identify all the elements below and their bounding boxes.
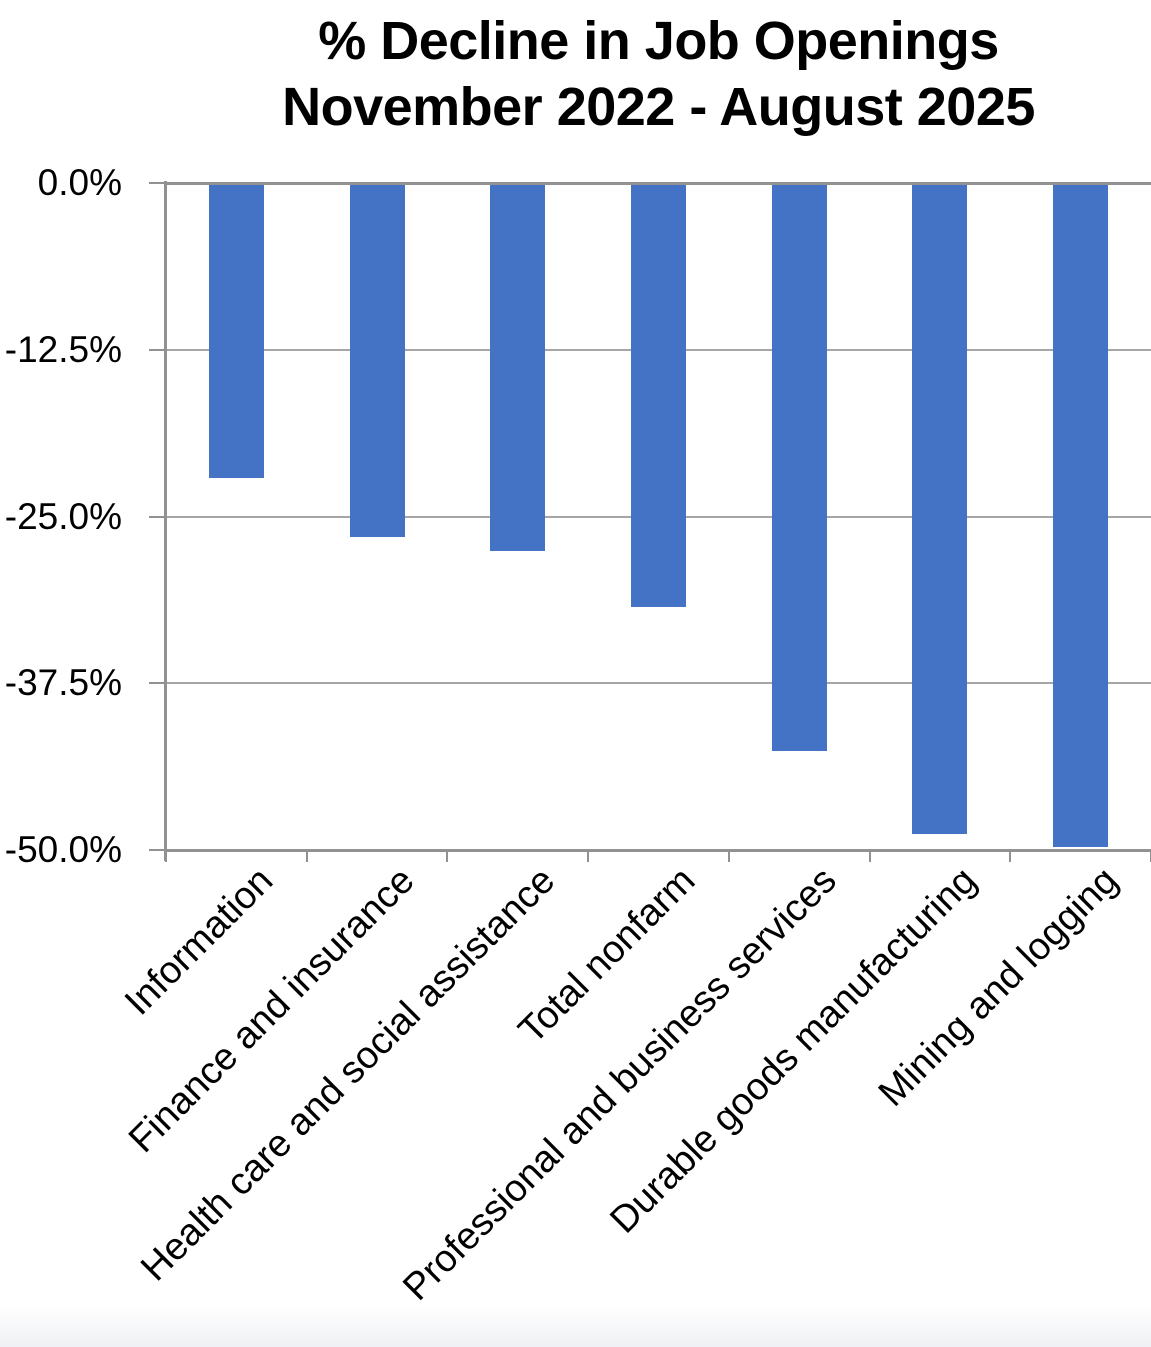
chart-title: % Decline in Job Openings [318,11,999,71]
y-tick [149,348,164,351]
bar-durable-goods-manufacturing [912,185,968,834]
bar-mining-and-logging [1053,185,1109,848]
x-tick [1009,850,1012,862]
x-tick [446,850,449,862]
x-tick [727,850,730,862]
y-tick [149,682,164,685]
y-tick-label: -25.0% [4,495,122,537]
y-tick-label: -50.0% [4,829,122,870]
x-tick [868,850,871,862]
y-tick [149,182,164,184]
y-tick-label: -12.5% [4,328,122,370]
bottom-edge-shadow [0,1305,1151,1347]
plot-area [149,181,1151,862]
x-category-label: Mining and logging [870,859,1126,1115]
x-tick [305,850,308,862]
bar-health-care-and-social-assistance [490,185,546,552]
chart-title-block: % Decline in Job Openings November 2022 … [166,8,1151,140]
zero-axis-line [166,181,1151,185]
x-tick [587,850,590,862]
bar-total-nonfarm [631,185,686,608]
x-tick [165,850,167,862]
bar-finance-and-insurance [349,185,405,537]
bar-professional-and-business-services [771,185,827,752]
y-tick [149,515,164,518]
y-axis-line [164,181,167,861]
bar-information [208,185,264,478]
y-tick-label: -37.5% [4,662,122,704]
chart-subtitle: November 2022 - August 2025 [282,77,1035,137]
y-tick-label: 0.0% [37,162,122,203]
y-tick [149,849,164,851]
gridline [166,682,1151,685]
x-axis-line [166,848,1151,852]
